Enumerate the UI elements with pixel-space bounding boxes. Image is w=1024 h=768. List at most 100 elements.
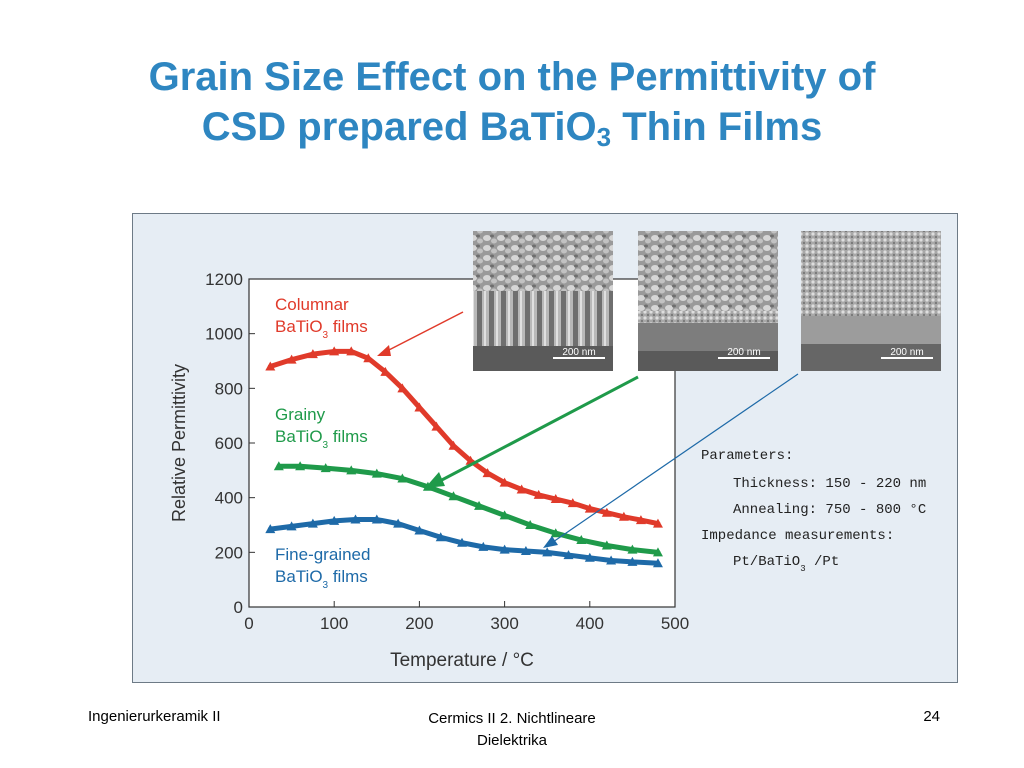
data-point-grainy: [320, 463, 331, 473]
scale-label-2: 200 nm: [727, 347, 760, 358]
data-point-grainy: [601, 540, 612, 550]
parameters-box: Parameters: Thickness: 150 - 220 nm Anne…: [701, 448, 926, 574]
pointer-arrows: [377, 311, 799, 548]
scale-label-3: 200 nm: [890, 347, 923, 358]
data-point-grainy: [652, 547, 663, 557]
arrow-columnar: [384, 311, 464, 353]
data-point-columnar: [307, 349, 318, 359]
data-point-columnar: [533, 489, 544, 499]
data-point-columnar: [601, 507, 612, 517]
micrograph-columnar: 200 nm: [473, 231, 613, 371]
data-point-grainy: [550, 528, 561, 538]
data-point-columnar: [265, 361, 276, 371]
fine-grained-label-line2: BaTiO3 films: [275, 567, 368, 591]
data-point-columnar: [380, 366, 391, 376]
data-point-fine-grained: [307, 518, 318, 528]
data-series: [265, 346, 663, 568]
columnar-label-main: BaTiO: [275, 317, 323, 336]
data-point-fine-grained: [542, 547, 553, 557]
footer-topic: Cermics II 2. Nichtlineare Dielektrika: [380, 708, 644, 752]
data-point-fine-grained: [329, 515, 340, 525]
y-tick-label: 1000: [205, 325, 243, 344]
data-point-columnar: [363, 353, 374, 363]
footer-topic-line1: Cermics II 2. Nichtlineare: [428, 710, 596, 727]
grainy-label-end: films: [328, 427, 368, 446]
y-tick-label: 400: [215, 489, 243, 508]
y-tick-label: 0: [234, 598, 243, 617]
data-point-grainy: [525, 520, 536, 529]
columnar-label-line1: Columnar: [275, 295, 349, 314]
electrode-sub: 3: [800, 564, 805, 574]
data-point-fine-grained: [606, 555, 617, 565]
parameters-title: Parameters:: [701, 448, 793, 464]
data-point-fine-grained: [286, 521, 297, 531]
data-point-grainy: [474, 500, 485, 510]
data-point-columnar: [499, 477, 510, 487]
data-point-columnar: [431, 421, 442, 431]
data-point-fine-grained: [563, 550, 574, 560]
footer-topic-line2: Dielektrika: [476, 732, 548, 749]
arrow-head-columnar: [377, 345, 391, 356]
data-point-fine-grained: [393, 518, 404, 528]
arrow-head-fine-grained: [543, 536, 558, 548]
fine-grained-label-end: films: [328, 567, 368, 586]
data-point-columnar: [618, 511, 629, 521]
data-point-columnar: [550, 494, 561, 504]
data-point-fine-grained: [584, 552, 595, 562]
fine-grained-label-sub: 3: [323, 580, 329, 591]
grainy-label-line1: Grainy: [275, 405, 326, 424]
data-point-grainy: [397, 473, 408, 483]
data-point-fine-grained: [478, 541, 489, 551]
y-tick-label: 200: [215, 543, 243, 562]
electrode-main: Pt/BaTiO: [733, 554, 800, 570]
data-point-fine-grained: [350, 514, 361, 524]
title-line-2-main: CSD prepared BaTiO: [201, 105, 597, 149]
data-point-fine-grained: [652, 558, 663, 568]
grainy-label-main: BaTiO: [275, 427, 323, 446]
x-tick-label: 400: [576, 614, 604, 633]
arrow-grainy: [437, 375, 639, 484]
y-tick-label: 1200: [205, 270, 243, 289]
y-axis-title: Relative Permittivity: [169, 364, 189, 522]
parameters-annealing: Annealing: 750 - 800 °C: [733, 502, 926, 518]
columnar-label-line2: BaTiO3 films: [275, 317, 368, 341]
fine-grained-label-line1: Fine-grained: [275, 545, 370, 564]
parameters-impedance: Impedance measurements:: [701, 528, 894, 544]
series-line-grainy: [276, 463, 661, 555]
data-point-fine-grained: [520, 545, 531, 555]
data-point-columnar: [482, 468, 493, 478]
data-point-columnar: [516, 484, 527, 494]
data-point-grainy: [371, 468, 382, 478]
fine-grained-label-main: BaTiO: [275, 567, 323, 586]
data-point-columnar: [584, 503, 595, 513]
grainy-label-sub: 3: [323, 440, 329, 451]
data-point-columnar: [652, 518, 663, 528]
parameters-electrode: Pt/BaTiO3 /Pt: [733, 554, 839, 574]
data-point-fine-grained: [627, 556, 638, 566]
parameters-thickness: Thickness: 150 - 220 nm: [733, 476, 926, 492]
axis-ticks: 0 100 200 300 400 500 0 200 400 600 800 1000 1200: [205, 270, 689, 633]
data-point-fine-grained: [265, 524, 276, 534]
data-point-fine-grained: [414, 525, 425, 535]
data-point-fine-grained: [435, 532, 446, 542]
data-point-columnar: [635, 515, 646, 525]
data-point-grainy: [627, 544, 638, 554]
title-line-2-end: Thin Films: [611, 105, 823, 149]
x-tick-label: 200: [405, 614, 433, 633]
data-point-fine-grained: [371, 514, 382, 524]
data-point-grainy: [576, 535, 587, 545]
slide-title: Grain Size Effect on the Permittivity of…: [0, 52, 1024, 152]
micrograph-grainy: 200 nm: [638, 231, 778, 371]
figure-svg: 0 100 200 300 400 500 0 200 400 600 800 1000 1200 Te…: [169, 231, 941, 671]
data-point-grainy: [346, 465, 357, 475]
title-line-2-subscript: 3: [596, 122, 612, 152]
title-line-1: Grain Size Effect on the Permittivity of: [148, 55, 876, 99]
data-point-grainy: [295, 461, 306, 471]
page-number: 24: [923, 708, 940, 725]
data-point-grainy: [273, 461, 284, 471]
data-point-columnar: [286, 354, 297, 364]
columnar-label-end: films: [328, 317, 368, 336]
data-point-grainy: [499, 510, 510, 520]
x-tick-label: 300: [490, 614, 518, 633]
x-tick-label: 500: [661, 614, 689, 633]
